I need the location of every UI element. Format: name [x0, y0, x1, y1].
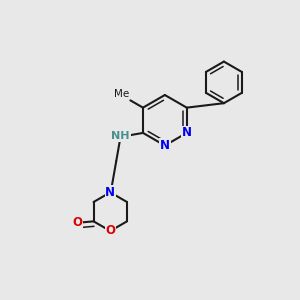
- Text: O: O: [72, 216, 82, 229]
- Text: O: O: [105, 224, 115, 238]
- Text: Me: Me: [114, 89, 129, 99]
- Text: NH: NH: [111, 131, 130, 141]
- Text: N: N: [182, 126, 192, 140]
- Text: N: N: [160, 139, 170, 152]
- Text: N: N: [105, 186, 115, 199]
